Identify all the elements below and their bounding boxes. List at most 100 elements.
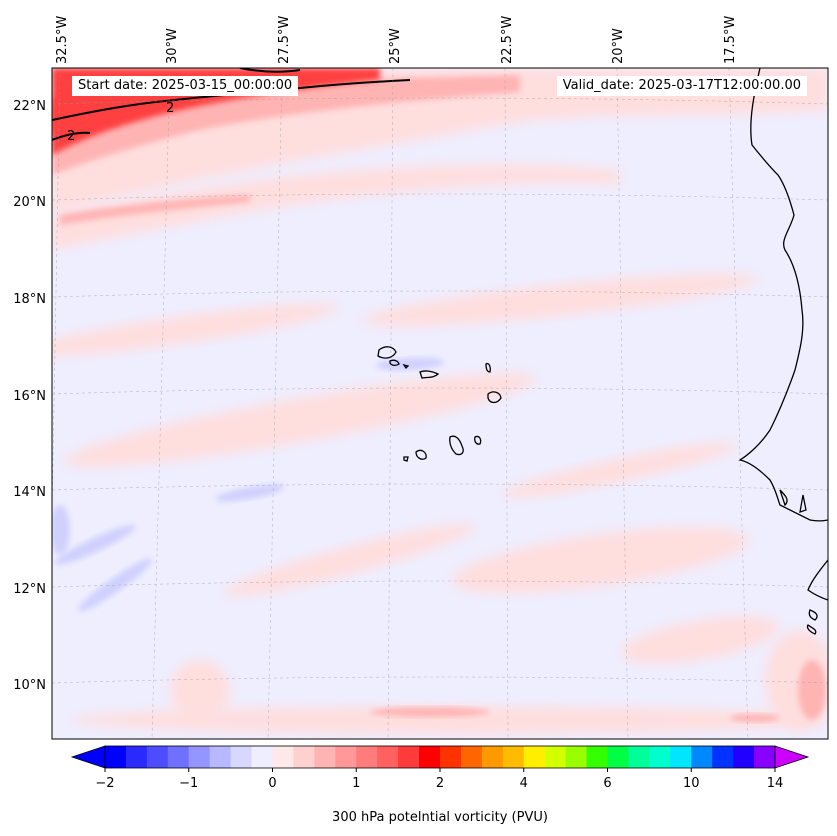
colorbar-swatch (481, 746, 504, 768)
lat-label: 14°N (13, 485, 46, 500)
island-sao-nicolau (419, 370, 440, 379)
pv-2-contour-upper (239, 68, 301, 73)
colorbar-swatch (398, 746, 420, 768)
pv-light-blue-patch (52, 505, 70, 555)
colorbar-swatch (377, 746, 399, 768)
colorbar-swatch (209, 746, 232, 768)
colorbar-swatch (691, 746, 713, 768)
colorbar-swatch (607, 746, 629, 768)
start-date-label: Start date: 2025-03-15_00:00:00 (72, 76, 299, 96)
lat-label: 16°N (13, 389, 46, 404)
colorbar-swatch (167, 746, 190, 768)
lat-label: 10°N (13, 678, 46, 693)
colorbar-swatch (565, 746, 588, 768)
colorbar-swatch (293, 746, 315, 768)
colorbar-swatch (251, 746, 273, 768)
island-maio (474, 435, 482, 445)
pv-mid-red-patch (798, 660, 826, 720)
longitude-labels: 32.5°W 30°W 27.5°W 25°W 22.5°W 20°W 17.5… (55, 16, 738, 64)
colorbar-tick-label: 1 (352, 776, 360, 791)
pv-light-red-patch (224, 523, 476, 597)
pv-mid-red-patch (730, 714, 780, 722)
contour-label: 2 (166, 101, 174, 116)
colorbar-swatches (104, 745, 776, 769)
contour-label: 2 (67, 129, 75, 144)
colorbar-swatch (523, 746, 546, 768)
pv-light-blue-patch (54, 524, 136, 566)
lon-label: 20°W (611, 28, 626, 64)
colorbar-swatch (502, 746, 525, 768)
colorbar-min-arrow (70, 745, 106, 769)
colorbar-ticks: −2 −1 0 1 2 4 6 10 14 (95, 768, 783, 791)
gridlines (52, 68, 828, 739)
colorbar-swatch (670, 746, 692, 768)
colorbar-swatch (712, 746, 734, 768)
lon-label: 32.5°W (55, 16, 70, 64)
pv-2-contour-lower (52, 131, 91, 141)
pv-light-blue-patch (77, 558, 153, 612)
island-boa-vista (487, 391, 502, 404)
africa-coastline (738, 68, 828, 522)
island-outline (779, 489, 818, 635)
pv-light-red-patch (621, 615, 779, 665)
lon-label: 22.5°W (500, 16, 515, 64)
colorbar-swatch (586, 746, 608, 768)
colorbar-swatch (754, 746, 776, 768)
colorbar-tick-label: −1 (179, 776, 198, 791)
pv-light-red-patch (170, 660, 230, 720)
colorbar-swatch (544, 746, 567, 768)
colorbar-swatch (356, 746, 378, 768)
colorbar-title: 300 hPa potelntial vorticity (PVU) (332, 810, 548, 825)
pv-light-red-patch (70, 706, 828, 734)
pv-light-red-patch (52, 303, 339, 357)
cape-verde-islands (377, 346, 502, 462)
colorbar-tick-label: −2 (95, 776, 114, 791)
map-frame (51, 67, 829, 740)
lon-label: 17.5°W (723, 16, 738, 64)
pv-light-red-patch (502, 442, 738, 498)
pv-light-red-patch (451, 526, 749, 594)
colorbar-swatch (230, 746, 253, 768)
pv-light-blue-patch (215, 484, 285, 502)
lat-label: 20°N (13, 195, 46, 210)
colorbar-swatch (649, 746, 671, 768)
pv-mid-red-streak (60, 195, 250, 225)
colorbar-tick-label: 14 (767, 776, 784, 791)
lat-label: 12°N (13, 582, 46, 597)
lat-label: 18°N (13, 292, 46, 307)
pv-fill-field: 2 2 (52, 68, 828, 739)
lat-label: 22°N (13, 99, 46, 114)
colorbar-swatch (314, 746, 336, 768)
island-sal (485, 362, 491, 373)
colorbar-swatch (272, 746, 294, 768)
colorbar-swatch (628, 746, 650, 768)
colorbar-swatch (146, 746, 169, 768)
colorbar-tick-label: 0 (268, 776, 276, 791)
island-santo-antao (377, 346, 397, 359)
colorbar-swatch (460, 746, 483, 768)
lon-label: 25°W (388, 28, 403, 64)
colorbar-swatch (419, 746, 441, 768)
island-santiago (449, 435, 464, 456)
valid-date-label: Valid_date: 2025-03-17T12:00:00.00 (556, 76, 807, 96)
colorbar-swatch (188, 746, 211, 768)
lon-label: 30°W (165, 28, 180, 64)
pv-light-red-patch (63, 373, 537, 467)
pv-light-red-band-2 (52, 164, 620, 250)
colorbar-swatch (125, 746, 148, 768)
colorbar-swatch (105, 746, 127, 768)
island-fogo (415, 449, 427, 460)
colorbar-swatch (335, 746, 357, 768)
colorbar-tick-label: 6 (603, 776, 611, 791)
colorbar-tick-label: 10 (683, 776, 700, 791)
island-santa-luzia (402, 363, 410, 370)
colorbar-max-arrow (774, 745, 810, 769)
colorbar-swatch (440, 746, 462, 768)
latitude-labels: 22°N 20°N 18°N 16°N 14°N 12°N 10°N (13, 99, 46, 693)
colorbar-tick-label: 2 (436, 776, 444, 791)
colorbar-swatch (733, 746, 755, 768)
lon-label: 27.5°W (277, 16, 292, 64)
island-sao-vicente (389, 359, 400, 367)
africa-coastline (807, 559, 828, 601)
